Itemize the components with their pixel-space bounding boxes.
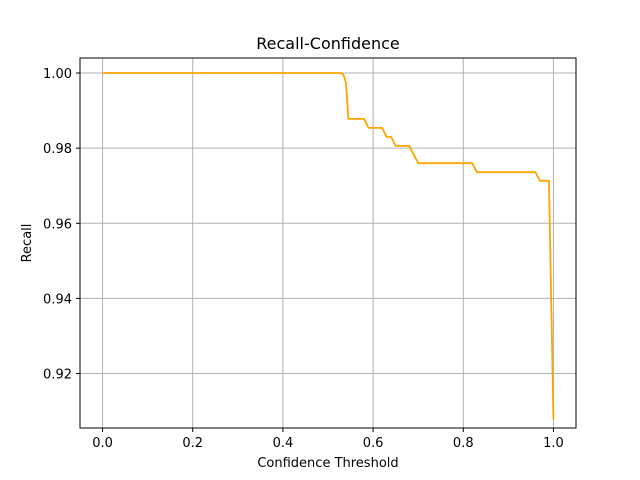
x-tick-label: 0.2 bbox=[182, 436, 203, 451]
x-tick-label: 0.8 bbox=[453, 436, 474, 451]
y-tick-label: 0.98 bbox=[43, 142, 72, 157]
axis-ticks: 0.0 0.2 0.4 0.6 0.8 1.0 0.92 0.94 0.96 0.98 1.00 bbox=[43, 67, 564, 451]
x-tick-label: 1.0 bbox=[543, 436, 564, 451]
y-axis-label: Recall bbox=[20, 224, 35, 263]
x-tick-label: 0.0 bbox=[92, 436, 113, 451]
chart-title: Recall-Confidence bbox=[256, 34, 399, 53]
plot-frame bbox=[79, 57, 577, 429]
y-tick-label: 0.94 bbox=[43, 292, 72, 307]
x-tick-label: 0.4 bbox=[273, 436, 294, 451]
y-tick-label: 1.00 bbox=[43, 67, 72, 82]
y-tick-label: 0.92 bbox=[43, 368, 72, 383]
series-line-layer bbox=[102, 72, 555, 420]
x-tick-label: 0.6 bbox=[363, 436, 384, 451]
recall-series-line bbox=[102, 72, 555, 420]
x-axis-label: Confidence Threshold bbox=[257, 456, 398, 471]
y-tick-label: 0.96 bbox=[43, 217, 72, 232]
